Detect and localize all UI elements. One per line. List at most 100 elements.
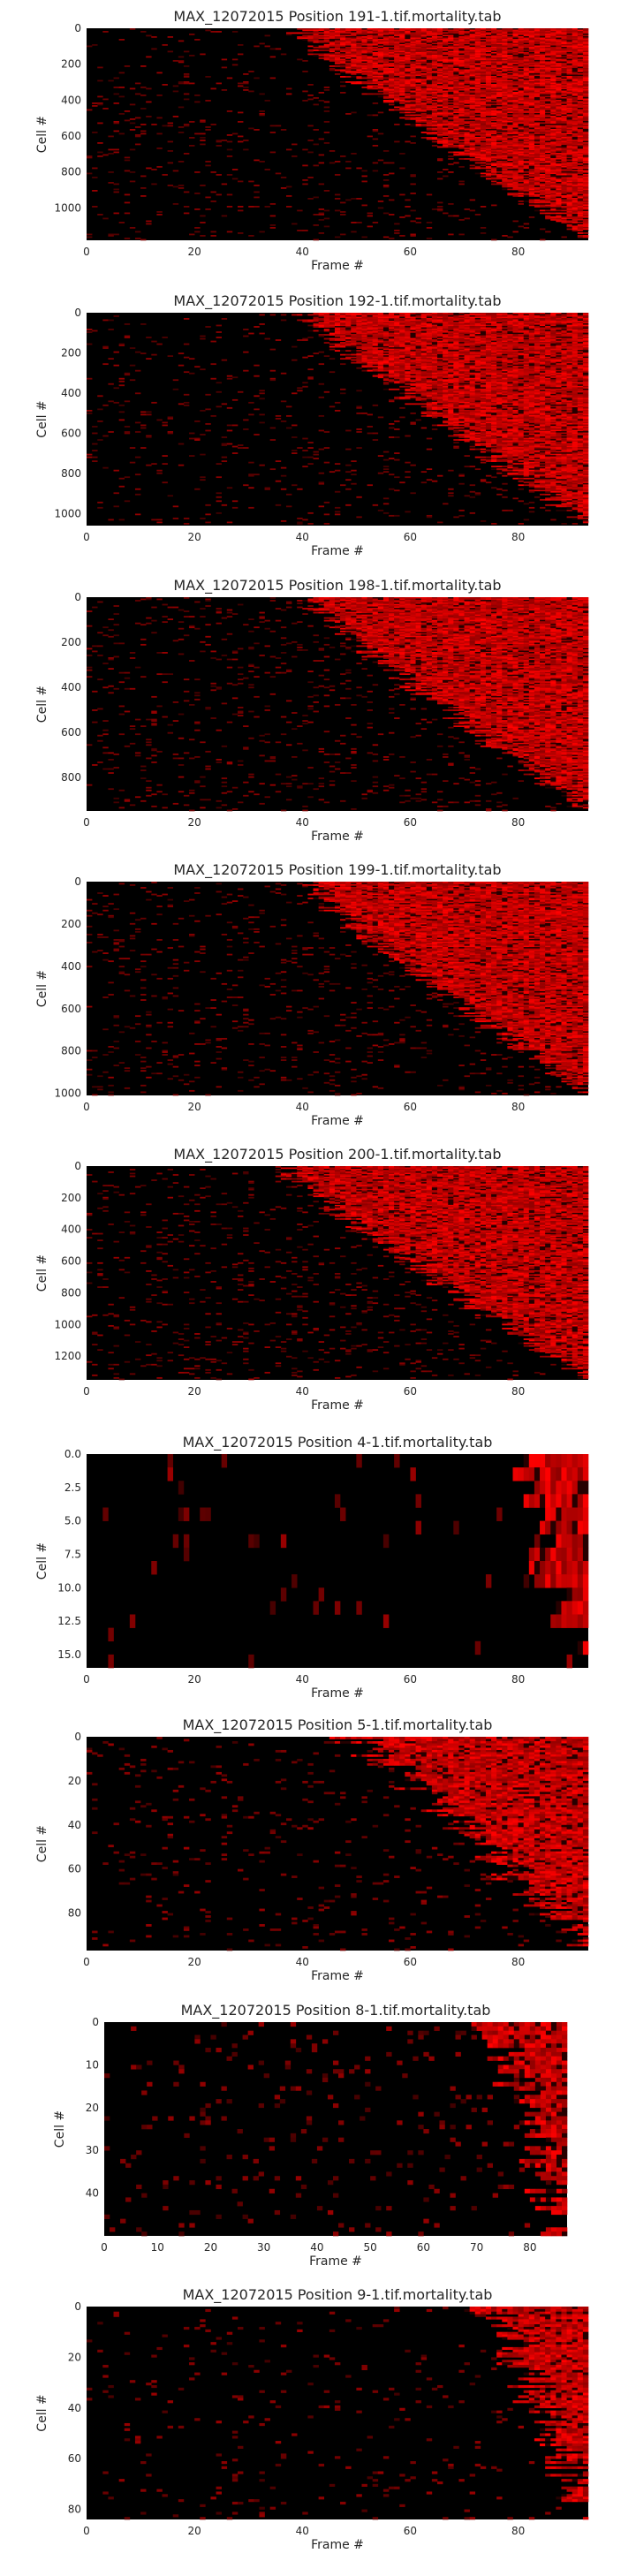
x-tick-label: 0 [83, 1101, 90, 1113]
y-axis-label: Cell # [35, 2394, 49, 2431]
x-tick-label: 20 [188, 1101, 201, 1113]
y-tick-label: 800 [61, 467, 81, 480]
y-tick-label: 600 [61, 726, 81, 739]
x-tick-label: 0 [83, 1673, 90, 1686]
heatmap-panel-9: MAX_12072015 Position 9-1.tif.mortality.… [35, 2286, 589, 2552]
y-tick-label: 0 [74, 307, 81, 319]
y-tick-label: 10 [86, 2058, 99, 2071]
x-tick-label: 60 [417, 2241, 430, 2254]
y-axis-label: Cell # [35, 1825, 49, 1862]
heatmap-panel-2: MAX_12072015 Position 192-1.tif.mortalit… [35, 292, 589, 558]
y-tick-label: 600 [61, 1003, 81, 1015]
y-tick-label: 400 [61, 960, 81, 973]
y-tick-label: 80 [68, 1907, 81, 1920]
heatmap-cells [87, 28, 589, 241]
x-tick-label: 80 [511, 816, 525, 829]
x-tick-label: 40 [296, 1101, 309, 1113]
heatmap-panel-1: MAX_12072015 Position 191-1.tif.mortalit… [35, 8, 589, 273]
heatmap-cells [87, 1166, 589, 1381]
x-tick-label: 60 [404, 2525, 417, 2537]
y-tick-label: 0 [74, 875, 81, 888]
x-tick-label: 40 [296, 816, 309, 829]
heatmap-cells [87, 597, 589, 812]
x-tick-label: 70 [470, 2241, 483, 2254]
x-tick-label: 0 [83, 531, 90, 543]
x-tick-label: 0 [83, 816, 90, 829]
x-axis-label: Frame # [311, 1686, 364, 1701]
heatmap-background [87, 2307, 588, 2519]
x-tick-label: 0 [83, 2525, 90, 2537]
x-tick-label: 30 [257, 2241, 270, 2254]
y-tick-label: 0 [92, 2016, 99, 2028]
y-tick-label: 20 [68, 1775, 81, 1787]
x-tick-label: 10 [151, 2241, 164, 2254]
x-tick-label: 20 [188, 1385, 201, 1398]
x-tick-label: 40 [296, 1956, 309, 1968]
y-tick-label: 600 [61, 1255, 81, 1268]
x-tick-label: 80 [511, 1385, 525, 1398]
x-tick-label: 40 [296, 1673, 309, 1686]
x-tick-label: 50 [364, 2241, 377, 2254]
y-tick-label: 60 [68, 2452, 81, 2465]
chart-title: MAX_12072015 Position 4-1.tif.mortality.… [183, 1434, 493, 1451]
heatmap-cells [87, 882, 589, 1096]
x-tick-label: 60 [404, 1956, 417, 1968]
chart-title: MAX_12072015 Position 9-1.tif.mortality.… [183, 2286, 493, 2304]
y-tick-label: 400 [61, 387, 81, 399]
x-tick-label: 80 [511, 2525, 525, 2537]
heatmap-cells [102, 1454, 589, 1669]
x-tick-label: 20 [188, 246, 201, 258]
y-tick-label: 60 [68, 1863, 81, 1875]
x-tick-label: 80 [511, 1956, 525, 1968]
x-tick-label: 0 [83, 1385, 90, 1398]
x-tick-label: 60 [404, 246, 417, 258]
x-tick-label: 60 [404, 1385, 417, 1398]
heatmap-cells [87, 2307, 589, 2520]
y-tick-label: 200 [61, 58, 81, 71]
x-tick-label: 60 [404, 1673, 417, 1686]
y-axis-label: Cell # [53, 2110, 67, 2148]
y-tick-label: 0.0 [64, 1448, 81, 1460]
y-tick-label: 400 [61, 1224, 81, 1236]
y-tick-label: 600 [61, 427, 81, 439]
heatmap-panel-7: MAX_12072015 Position 5-1.tif.mortality.… [35, 1716, 589, 1983]
x-tick-label: 20 [188, 816, 201, 829]
x-tick-label: 80 [511, 1673, 525, 1686]
heatmap-panel-4: MAX_12072015 Position 199-1.tif.mortalit… [35, 861, 589, 1128]
x-tick-label: 40 [296, 531, 309, 543]
x-tick-label: 0 [83, 246, 90, 258]
y-axis-label: Cell # [35, 1542, 49, 1580]
x-axis-label: Frame # [311, 544, 364, 558]
chart-title: MAX_12072015 Position 200-1.tif.mortalit… [173, 1146, 501, 1163]
x-axis-label: Frame # [311, 1114, 364, 1128]
y-tick-label: 20 [86, 2102, 99, 2114]
heatmap-cells [87, 313, 589, 525]
x-axis-label: Frame # [311, 259, 364, 273]
y-tick-label: 7.5 [64, 1548, 81, 1560]
y-tick-label: 0 [74, 1160, 81, 1172]
chart-title: MAX_12072015 Position 8-1.tif.mortality.… [181, 2002, 491, 2019]
y-tick-label: 5.0 [64, 1515, 81, 1527]
y-tick-label: 40 [68, 1819, 81, 1831]
x-axis-label: Frame # [311, 830, 364, 844]
x-axis-label: Frame # [311, 1969, 364, 1983]
y-tick-label: 40 [86, 2187, 99, 2200]
y-axis-label: Cell # [35, 970, 49, 1007]
x-tick-label: 60 [404, 1101, 417, 1113]
y-tick-label: 600 [61, 130, 81, 142]
y-tick-label: 1000 [54, 1087, 81, 1100]
heatmap-panel-3: MAX_12072015 Position 198-1.tif.mortalit… [35, 577, 589, 844]
heatmap-panel-6: MAX_12072015 Position 4-1.tif.mortality.… [35, 1434, 589, 1701]
y-tick-label: 800 [61, 1286, 81, 1299]
y-tick-label: 800 [61, 166, 81, 178]
y-axis-label: Cell # [35, 400, 49, 437]
y-axis-label: Cell # [35, 1254, 49, 1292]
x-tick-label: 20 [188, 1956, 201, 1968]
y-tick-label: 2.5 [64, 1481, 81, 1494]
y-tick-label: 12.5 [57, 1615, 81, 1627]
x-tick-label: 80 [523, 2241, 536, 2254]
x-tick-label: 40 [310, 2241, 323, 2254]
y-tick-label: 1000 [54, 507, 81, 519]
y-tick-label: 20 [68, 2351, 81, 2363]
x-tick-label: 0 [101, 2241, 108, 2254]
